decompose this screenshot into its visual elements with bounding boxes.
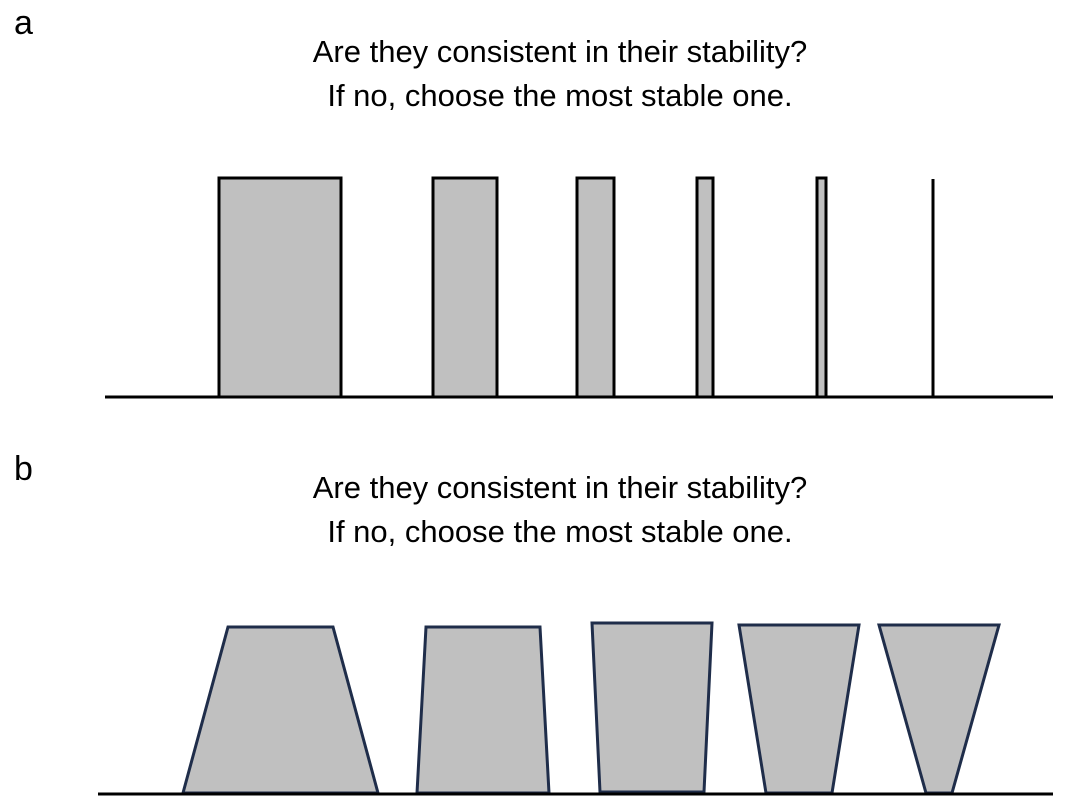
panel-b-trapezoid-5 — [877, 623, 1001, 795]
panel-b-question-line2: If no, choose the most stable one. — [327, 514, 793, 549]
panel-b-shapes — [181, 621, 1001, 795]
panel-b-question-line1: Are they consistent in their stability? — [312, 470, 808, 505]
panel-a-block-2 — [431, 176, 499, 399]
panel-a-question-line2: If no, choose the most stable one. — [327, 78, 793, 113]
panel-a-label: a — [14, 4, 33, 42]
panel-a-shapes — [217, 176, 935, 399]
panel-b-question: Are they consistent in their stability? … — [0, 466, 1073, 554]
panel-b-trapezoid-3 — [590, 621, 714, 794]
panel-a-block-3 — [575, 176, 616, 399]
panel-b-trapezoid-1 — [181, 625, 380, 795]
panel-a-block-5 — [815, 176, 828, 399]
panel-b-trapezoid-2 — [415, 625, 551, 795]
panel-b-trapezoid-4 — [737, 623, 861, 795]
panel-a-question-line1: Are they consistent in their stability? — [312, 34, 808, 69]
panel-b-label: b — [14, 450, 33, 488]
panel-a-block-1 — [217, 176, 343, 399]
panel-a-block-4 — [695, 176, 715, 399]
panel-a-question: Are they consistent in their stability? … — [0, 30, 1073, 118]
